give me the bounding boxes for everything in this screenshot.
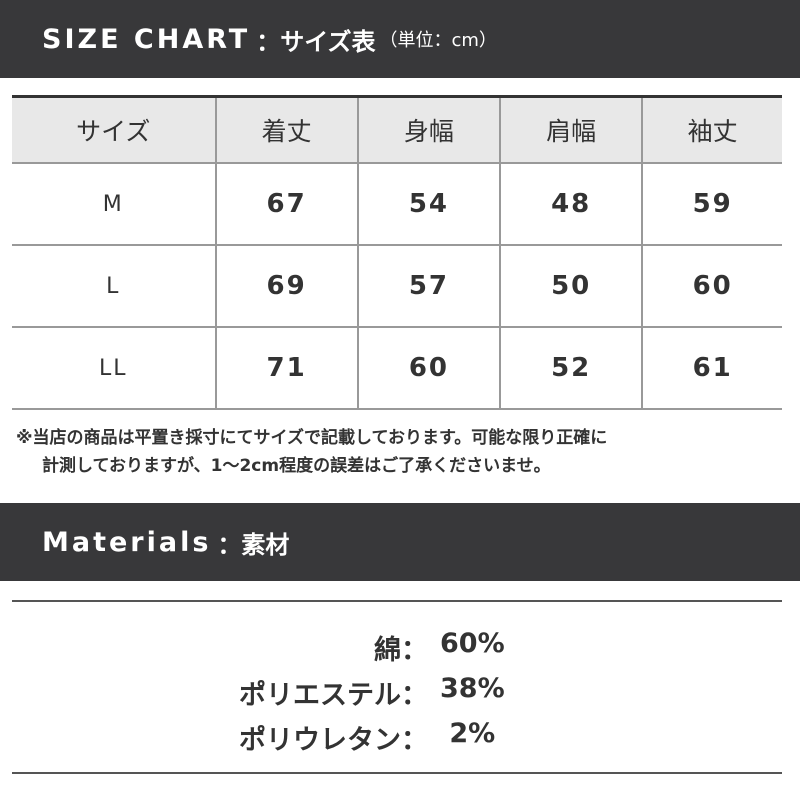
- cell: M: [12, 163, 216, 246]
- note-line: 計測しておりますが、1〜2cm程度の誤差はご了承くださいませ。: [42, 456, 551, 476]
- note-line: ※当店の商品は平置き採寸にてサイズで記載しております。可能な限り正確に: [16, 428, 608, 448]
- table-row: LL 71 60 52 61: [12, 327, 782, 410]
- material-value: 38%: [440, 673, 505, 704]
- cell: 52: [499, 327, 643, 410]
- measurement-note: ※当店の商品は平置き採寸にてサイズで記載しております。可能な限り正確に 計測して…: [16, 424, 607, 480]
- material-name: ポリウレタン：: [239, 725, 428, 756]
- cell: LL: [12, 327, 216, 410]
- cell: 60: [641, 245, 782, 328]
- cell: L: [12, 245, 216, 328]
- table-header-row: サイズ 着丈 身幅 肩幅 袖丈: [12, 96, 782, 164]
- cell: 69: [214, 245, 358, 328]
- divider: [12, 772, 782, 774]
- cell: 60: [356, 327, 501, 410]
- materials-header: Materials ：素材: [0, 503, 800, 581]
- table-row: L 69 57 50 60: [12, 245, 782, 328]
- header-cell: サイズ: [12, 96, 216, 164]
- material-name: 綿：: [374, 635, 428, 666]
- cell: 48: [499, 163, 643, 246]
- materials-title-jp: ：素材: [217, 530, 290, 559]
- size-chart-title-jp: ：サイズ表: [256, 27, 376, 56]
- material-name: ポリエステル：: [239, 680, 428, 711]
- cell: 61: [641, 327, 782, 410]
- size-chart-header: SIZE CHART ：サイズ表 （単位：cm）: [0, 0, 800, 78]
- size-chart-title: SIZE CHART: [42, 23, 251, 55]
- header-cell: 着丈: [214, 96, 358, 164]
- materials-title: Materials: [42, 526, 212, 558]
- size-table: サイズ 着丈 身幅 肩幅 袖丈 M 67 54 48 59 L 69 57 50…: [12, 95, 782, 410]
- cell: 67: [214, 163, 358, 246]
- cell: 57: [356, 245, 501, 328]
- header-cell: 袖丈: [641, 96, 782, 164]
- cell: 54: [356, 163, 501, 246]
- header-cell: 肩幅: [499, 96, 643, 164]
- material-value: 2%: [440, 718, 496, 749]
- unit-label: （単位：cm）: [379, 30, 497, 51]
- cell: 71: [214, 327, 358, 410]
- cell: 59: [641, 163, 782, 246]
- header-cell: 身幅: [356, 96, 501, 164]
- material-value: 60%: [440, 628, 505, 659]
- cell: 50: [499, 245, 643, 328]
- divider: [12, 600, 782, 602]
- table-row: M 67 54 48 59: [12, 163, 782, 246]
